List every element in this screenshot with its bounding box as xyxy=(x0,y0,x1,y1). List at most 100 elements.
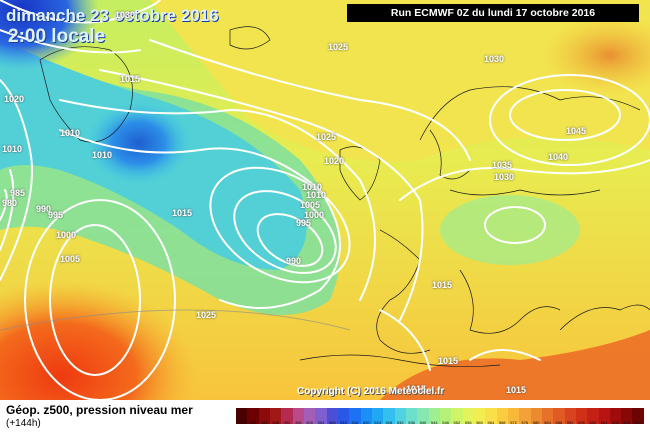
isobar-label: 980 xyxy=(2,198,18,208)
isobar-label: 1005 xyxy=(60,254,81,264)
legend-value: 488 xyxy=(272,420,279,425)
isobar-label: 1010 xyxy=(302,182,323,192)
legend-value: 512 xyxy=(340,420,347,425)
isobar-label: 1030 xyxy=(484,54,505,64)
legend-swatch: 596 xyxy=(575,408,588,425)
isobar-label: 1015 xyxy=(406,384,427,394)
isobar-label: 990 xyxy=(36,204,52,214)
isobar-label: 1015 xyxy=(432,280,453,290)
legend-swatch: 476 xyxy=(236,408,248,425)
legend-swatch: 572 xyxy=(507,408,520,425)
isobar-label: 1005 xyxy=(300,200,321,210)
legend-value: 560 xyxy=(476,420,483,425)
legend-swatch: 612 xyxy=(621,408,633,425)
legend-value: 508 xyxy=(328,420,336,425)
weather-map xyxy=(0,0,650,400)
legend-swatch: 484 xyxy=(258,408,270,425)
legend-swatch: 496 xyxy=(292,408,304,425)
legend-swatch: 488 xyxy=(269,408,282,425)
field-title: Géop. z500, pression niveau mer xyxy=(6,403,193,417)
isobar-label: 1000 xyxy=(56,230,77,240)
legend-swatch: 504 xyxy=(315,408,327,425)
legend-swatch: 508 xyxy=(326,408,338,425)
legend-value: 612 xyxy=(623,420,631,425)
forecast-date: dimanche 23 octobre 2016 xyxy=(6,6,219,25)
isobar-label: 1010 xyxy=(92,150,113,160)
legend-swatch: 616 xyxy=(632,408,644,425)
legend-value: 588 xyxy=(555,420,563,425)
isobar-label: 1020 xyxy=(324,156,345,166)
isobar-label: 1010 xyxy=(306,190,327,200)
legend-value: 528 xyxy=(385,420,393,425)
legend-swatch: 580 xyxy=(530,408,542,425)
legend-swatch: 568 xyxy=(496,408,508,425)
legend-swatch: 584 xyxy=(541,408,554,425)
legend-value: 552 xyxy=(453,420,461,425)
isobar-label: 1010 xyxy=(2,144,23,154)
legend-swatch: 520 xyxy=(360,408,372,425)
legend-swatch: 540 xyxy=(417,408,429,425)
color-scale: 476 480 484 488 492 496 500 504 508 512 516 520 524 5… xyxy=(236,408,644,425)
legend-swatch: 492 xyxy=(281,408,293,425)
legend-value: 500 xyxy=(306,420,313,425)
legend-value: 536 xyxy=(408,420,415,425)
legend-swatch: 544 xyxy=(428,408,440,425)
isobar-label: 1015 xyxy=(172,208,193,218)
legend-swatch: 600 xyxy=(587,408,599,425)
isobar-label: 995 xyxy=(296,218,312,228)
legend-value: 524 xyxy=(374,420,381,425)
lead-time: (+144h) xyxy=(6,418,41,429)
legend-value: 608 xyxy=(612,420,619,425)
isobar-label: 1015 xyxy=(438,356,459,366)
legend-swatch: 480 xyxy=(247,408,259,425)
isobar-label: 1035 xyxy=(492,160,513,170)
isobar-label: 1030 xyxy=(115,10,136,20)
legend-value: 476 xyxy=(238,420,245,425)
isobar-label: 985 xyxy=(10,188,26,198)
legend-value: 584 xyxy=(544,420,551,425)
isobar-label: 1040 xyxy=(548,152,569,162)
legend-value: 532 xyxy=(396,420,404,425)
isobar-label: 1010 xyxy=(60,128,81,138)
legend-value: 492 xyxy=(283,420,291,425)
legend-swatch: 552 xyxy=(451,408,463,425)
legend-swatch: 588 xyxy=(553,408,565,425)
isobar-label: 1025 xyxy=(196,310,217,320)
legend-value: 520 xyxy=(362,420,370,425)
legend-swatch: 528 xyxy=(383,408,395,425)
isobar-label: 1015 xyxy=(506,385,527,395)
legend-value: 616 xyxy=(634,420,642,425)
legend-swatch: 556 xyxy=(462,408,474,425)
isobar-label: 1015 xyxy=(120,74,141,84)
isobar-label: 1045 xyxy=(566,126,587,136)
legend-value: 576 xyxy=(521,420,529,425)
legend-value: 556 xyxy=(464,420,472,425)
isobar-label: 995 xyxy=(48,210,64,220)
legend-swatch: 560 xyxy=(473,408,486,425)
isobar-label: 1030 xyxy=(494,172,515,182)
legend-swatch: 536 xyxy=(405,408,418,425)
legend-value: 592 xyxy=(566,420,574,425)
isobar-label: 1000 xyxy=(304,210,325,220)
legend-swatch: 516 xyxy=(349,408,361,425)
legend-swatch: 512 xyxy=(337,408,350,425)
legend-swatch: 592 xyxy=(564,408,576,425)
legend-swatch: 524 xyxy=(371,408,384,425)
legend-value: 544 xyxy=(430,420,438,425)
isobar-label: 1020 xyxy=(4,94,25,104)
legend-value: 568 xyxy=(498,420,506,425)
legend-swatch: 548 xyxy=(439,408,452,425)
legend-swatch: 564 xyxy=(485,408,497,425)
legend-value: 496 xyxy=(294,420,302,425)
legend-value: 548 xyxy=(442,420,449,425)
legend-value: 596 xyxy=(578,420,585,425)
legend-value: 572 xyxy=(510,420,517,425)
isobar-label: 1025 xyxy=(328,42,349,52)
legend-value: 540 xyxy=(419,420,427,425)
legend-value: 484 xyxy=(260,420,268,425)
legend-value: 504 xyxy=(317,420,325,425)
legend-swatch: 608 xyxy=(609,408,622,425)
legend-swatch: 532 xyxy=(394,408,406,425)
legend-swatch: 500 xyxy=(303,408,316,425)
legend-value: 564 xyxy=(487,420,495,425)
